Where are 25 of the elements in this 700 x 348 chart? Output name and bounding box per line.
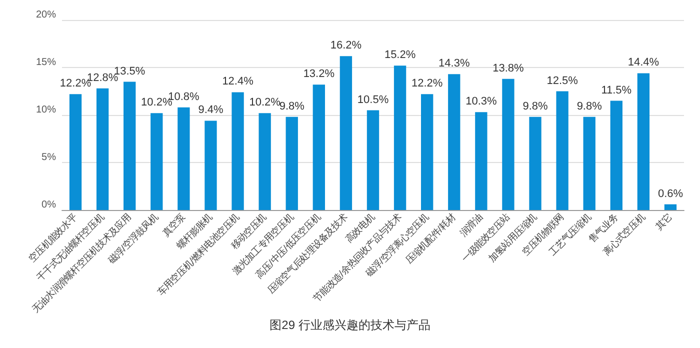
data-label: 13.2% [303,68,335,80]
data-label: 12.4% [222,76,254,88]
x-tick-label: 其它 [654,212,674,233]
data-label: 9.8% [576,100,602,112]
y-tick-label: 0% [42,200,56,210]
data-label: 14.3% [438,58,470,70]
data-label: 0.6% [658,188,684,200]
data-label: 11.5% [601,84,632,96]
y-tick-label: 20% [36,10,56,20]
data-label: 13.8% [492,62,524,74]
y-tick-label: 10% [36,104,56,116]
data-label: 10.5% [357,94,389,106]
data-label: 9.8% [279,100,305,112]
data-label: 16.2% [330,40,362,52]
data-label: 9.8% [522,100,548,112]
data-label: 12.2% [411,78,443,90]
y-tick-label: 5% [42,152,56,163]
data-label: 10.3% [466,96,497,108]
data-label: 15.2% [384,49,416,62]
data-label: 10.2% [249,96,281,109]
y-tick-label: 15% [36,57,56,68]
data-label: 9.4% [198,104,224,116]
data-label: 14.4% [628,56,660,69]
data-label: 12.5% [546,74,578,87]
text: 图29 行业感兴趣的技术与产品 [270,318,430,332]
